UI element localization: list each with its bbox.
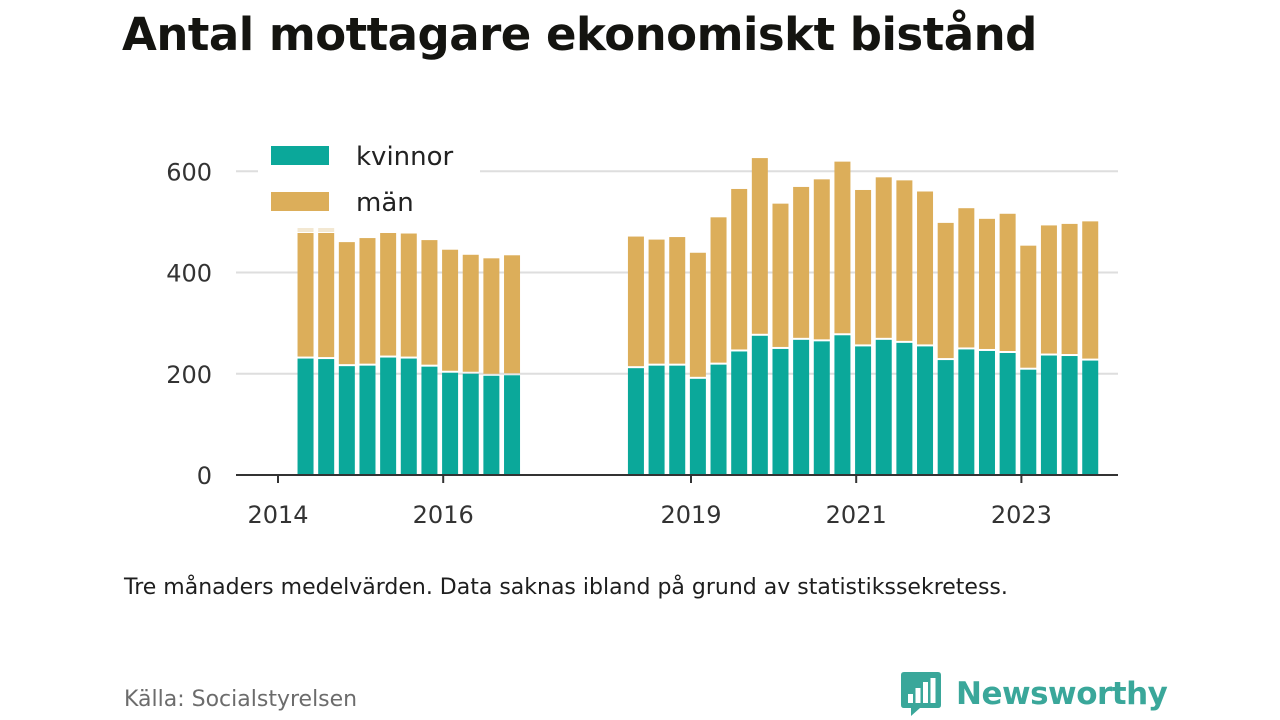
bar-kvinnor [483,375,500,475]
bar-kvinnor [710,364,727,475]
bar-kvinnor [793,339,810,475]
bar-man [1040,225,1057,354]
bar-man [380,233,397,356]
bar-man [1082,221,1099,359]
bar-man [751,158,768,334]
bar-man [442,249,459,371]
bar-kvinnor [917,346,934,475]
x-tick-label: 2021 [826,501,887,529]
bar-faded-segment [297,226,314,233]
bar-kvinnor [772,348,789,475]
bar-kvinnor [751,335,768,475]
bar-kvinnor [338,366,355,475]
bar-kvinnor [462,373,479,475]
bar-man [793,186,810,338]
bar-man [689,252,706,377]
bar-man [978,218,995,349]
y-tick-label: 400 [166,260,212,288]
newsworthy-chat-bar-icon [901,672,941,716]
bar-kvinnor [978,350,995,475]
bar-man [1020,245,1037,368]
bar-man [855,189,872,345]
bar-man [1061,223,1078,355]
bar-man [875,177,892,338]
bar-kvinnor [875,339,892,475]
source-label: Källa: Socialstyrelsen [124,687,358,712]
bar-kvinnor [1040,355,1057,475]
bar-man [772,203,789,347]
bar-kvinnor [380,357,397,475]
bar-man [462,254,479,372]
bar-faded-segment [318,227,335,233]
x-tick-label: 2014 [247,501,308,529]
legend-label: kvinnor [356,142,454,172]
bar-kvinnor [1061,356,1078,475]
legend: kvinnor män [258,138,480,228]
bar-man [504,255,521,374]
y-tick-label: 200 [166,361,212,389]
bar-man [999,213,1016,351]
bar-kvinnor [855,346,872,475]
bar-man [937,222,954,359]
bar-man [648,239,665,364]
bar-kvinnor [1020,369,1037,475]
bar-man [958,208,975,348]
x-tick-label: 2023 [991,501,1052,529]
bars [297,158,1099,475]
bar-man [338,242,355,365]
brand-logo[interactable]: Newsworthy [900,670,1168,718]
bar-kvinnor [834,335,851,475]
legend-swatch [271,146,329,165]
bar-man [834,161,851,334]
bar-man [297,233,314,357]
axes: 2014 2016 2019 2021 2023 [236,474,1118,529]
legend-label: män [356,188,414,218]
bar-man [669,237,686,364]
y-tick-label: 0 [197,462,212,490]
bar-kvinnor [813,341,830,475]
bar-kvinnor [999,352,1016,475]
x-tick-label: 2016 [413,501,474,529]
chart-title: Antal mottagare ekonomiskt bistånd [122,8,1037,61]
bar-man [421,240,438,365]
bar-kvinnor [669,365,686,475]
bar-man [400,233,417,357]
bar-man [731,188,748,350]
bar-man [318,233,335,358]
bar-kvinnor [442,372,459,475]
chart-note: Tre månaders medelvärden. Data saknas ib… [124,575,1008,600]
bar-kvinnor [937,360,954,475]
bar-kvinnor [1082,360,1099,475]
bar-kvinnor [627,368,644,475]
bar-kvinnor [896,342,913,475]
x-tick-label: 2019 [660,501,721,529]
bar-kvinnor [359,365,376,475]
bar-man [813,179,830,340]
bar-man [710,217,727,363]
bar-man [359,238,376,364]
legend-swatch [271,192,329,211]
bar-kvinnor [648,365,665,475]
bar-kvinnor [297,358,314,475]
bar-kvinnor [731,351,748,475]
bar-man [483,258,500,374]
bar-kvinnor [318,359,335,475]
bar-kvinnor [504,375,521,475]
brand-name: Newsworthy [956,676,1168,712]
bar-man [896,180,913,341]
bar-man [917,191,934,345]
bar-kvinnor [421,366,438,475]
bar-man [627,236,644,367]
bar-kvinnor [689,378,706,475]
y-tick-label: 600 [166,158,212,186]
bar-kvinnor [958,349,975,475]
bar-kvinnor [400,358,417,475]
